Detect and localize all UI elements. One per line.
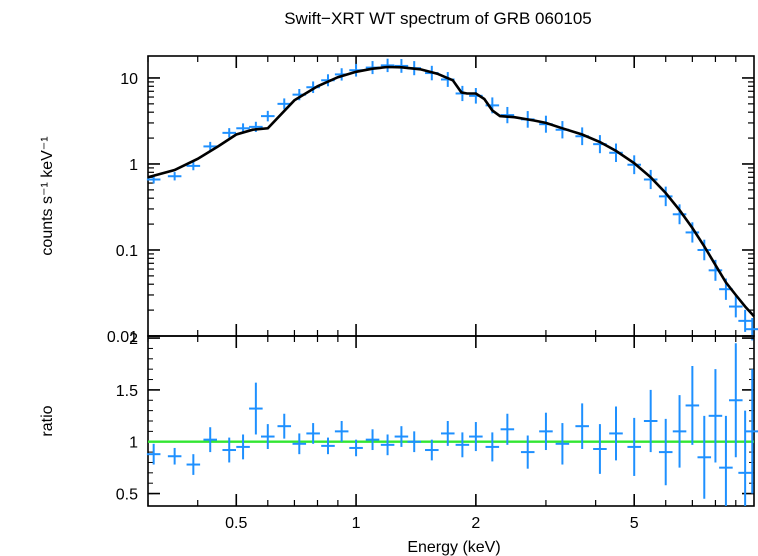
- x-tick-label: 0.5: [225, 515, 247, 532]
- spectrum-panel: 0.01 0.1 1 10: [107, 55, 758, 346]
- ratio-frame: [147, 335, 755, 507]
- ratio-y-tick-label: 0.5: [116, 487, 138, 504]
- x-axis-label: Energy (keV): [407, 539, 500, 556]
- spectrum-y-tick-label: 0.01: [107, 329, 138, 346]
- x-tick-label: 2: [471, 515, 480, 532]
- chart-title: Swift−XRT WT spectrum of GRB 060105: [284, 9, 592, 28]
- x-tick-label: 1: [352, 515, 361, 532]
- ratio-y-axis-label: ratio: [39, 405, 56, 436]
- spectrum-model-line: [147, 65, 755, 318]
- ratio-y-tick-label: 1.5: [116, 383, 138, 400]
- spectrum-y-tick-label: 0.1: [116, 243, 138, 260]
- ratio-y-tick-label: 2: [129, 331, 138, 348]
- spectrum-y-tick-label: 10: [120, 71, 138, 88]
- spectrum-y-axis-label: counts s⁻¹ keV⁻¹: [39, 136, 56, 255]
- x-tick-label: 5: [630, 515, 639, 532]
- ratio-panel: 0.5 1 2 5 0.5 1 1.5 2: [116, 331, 758, 532]
- spectrum-y-tick-label: 1: [129, 157, 138, 174]
- ratio-y-tick-label: 1: [129, 435, 138, 452]
